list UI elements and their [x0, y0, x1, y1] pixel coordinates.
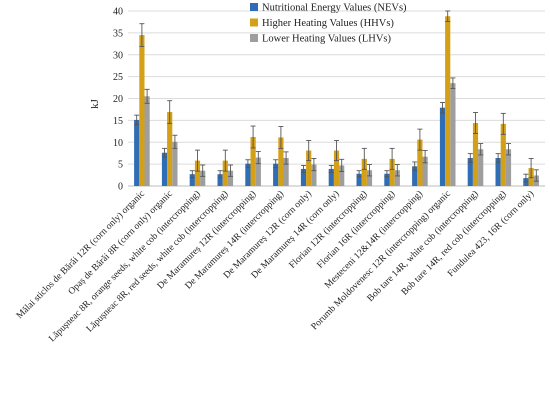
bar [328, 168, 334, 186]
bar [222, 160, 228, 186]
bar [384, 173, 390, 186]
y-tick-label: 20 [113, 94, 123, 105]
bar [283, 158, 289, 186]
legend-label: Nutritional Energy Values (NEVs) [262, 3, 407, 14]
bar [445, 16, 451, 186]
bar [450, 83, 456, 186]
bar [200, 170, 206, 186]
y-tick-label: 25 [113, 72, 123, 83]
bar [339, 165, 345, 186]
bar [333, 150, 340, 186]
bar [134, 119, 140, 186]
bar [245, 163, 251, 186]
y-tick-label: 40 [113, 7, 123, 18]
bar [389, 158, 395, 186]
legend-swatch [250, 3, 258, 11]
legend-label: Higher Heating Values (HHVs) [262, 18, 394, 29]
bar [189, 174, 195, 186]
bar [161, 152, 168, 186]
bar [167, 112, 173, 186]
legend-swatch [250, 18, 258, 27]
y-axis-ticks: 0 5 10 15 20 25 30 35 40 [113, 7, 123, 193]
bar [394, 170, 400, 186]
bar [366, 170, 373, 186]
x-tick-label: Mălai sticlos de Bărăi 12R (corn only) o… [14, 188, 147, 321]
bar [217, 174, 223, 186]
legend-swatch [250, 34, 258, 42]
bar [172, 141, 178, 186]
x-tick-label: Mesteceni 12&14R (intercropping) [322, 188, 425, 291]
bar [250, 137, 256, 186]
y-tick-label: 15 [113, 116, 123, 127]
bar [278, 137, 284, 186]
bar [417, 139, 423, 186]
y-tick-label: 30 [113, 50, 123, 61]
bar [467, 158, 473, 186]
legend: Nutritional Energy Values (NEVs) Higher H… [250, 3, 407, 45]
y-tick-label: 35 [113, 28, 123, 39]
y-tick-label: 10 [113, 138, 123, 149]
x-tick-label: De Maramureș 12R (intercropping) [155, 188, 258, 291]
bar [194, 160, 201, 186]
bar [412, 166, 418, 186]
x-tick-label: De Maramureș 14R (intercropping) [183, 188, 286, 291]
bar [422, 156, 428, 186]
bar [227, 170, 234, 186]
bar [311, 164, 317, 186]
bar [478, 149, 484, 186]
bar [495, 158, 501, 186]
legend-label: Lower Heating Values (LHVs) [262, 34, 391, 45]
bar [306, 150, 312, 186]
bar [361, 158, 367, 186]
bar [472, 123, 479, 186]
error-bars [134, 10, 539, 183]
bar [439, 107, 446, 186]
bar [144, 96, 150, 186]
y-tick-label: 0 [118, 182, 123, 193]
bar [139, 35, 145, 186]
bar [500, 123, 506, 186]
y-axis-title: kJ [89, 98, 101, 109]
x-axis-ticks: Mălai sticlos de Bărăi 12R (corn only) o… [14, 188, 536, 344]
bar [255, 157, 261, 186]
bar [505, 149, 512, 186]
bar [273, 163, 279, 186]
y-tick-label: 5 [118, 160, 123, 171]
bar [356, 173, 362, 186]
bar [300, 168, 307, 186]
